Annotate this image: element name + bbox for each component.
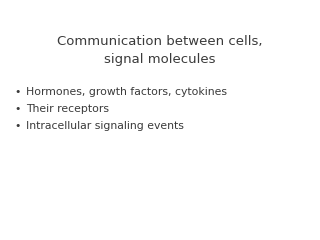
- Text: •: •: [15, 87, 21, 97]
- Text: Their receptors: Their receptors: [26, 104, 109, 114]
- Text: Hormones, growth factors, cytokines: Hormones, growth factors, cytokines: [26, 87, 227, 97]
- Text: Communication between cells,
signal molecules: Communication between cells, signal mole…: [57, 35, 263, 66]
- Text: Intracellular signaling events: Intracellular signaling events: [26, 121, 184, 131]
- Text: •: •: [15, 121, 21, 131]
- Text: •: •: [15, 104, 21, 114]
